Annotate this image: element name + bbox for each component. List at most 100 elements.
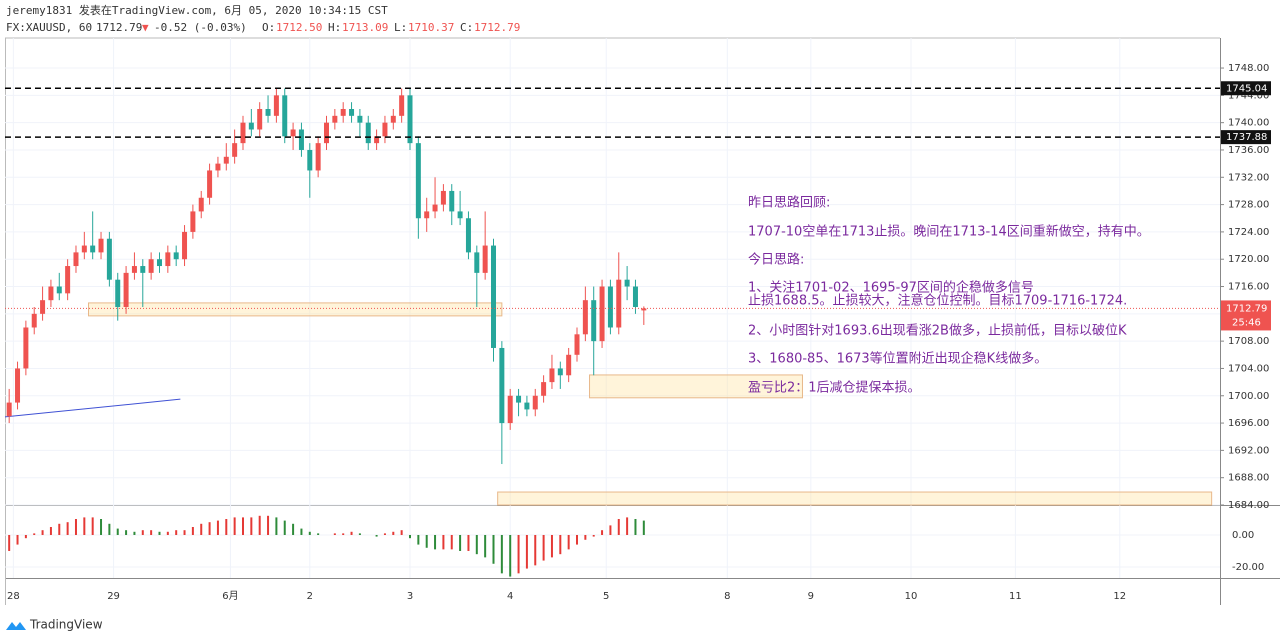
candle-body <box>557 368 563 376</box>
y-tick-label: 1728.00 <box>1228 200 1269 211</box>
candle-body <box>40 300 46 314</box>
ohlc-value: 1710.37 <box>408 21 454 34</box>
x-tick-label: 9 <box>808 591 814 602</box>
candle-body <box>390 115 396 123</box>
candle-body <box>148 259 154 273</box>
ohlc-label: L: <box>394 21 407 34</box>
candle-body <box>223 156 229 164</box>
zone <box>589 374 803 399</box>
change-arrow: ▼ <box>142 21 149 34</box>
candle-body <box>307 149 313 171</box>
x-tick-label: 10 <box>905 591 918 602</box>
candle-body <box>65 266 71 294</box>
candle-body <box>156 259 162 267</box>
y-tick-label: 1708.00 <box>1228 336 1269 347</box>
candle-body <box>248 122 254 130</box>
annotation: 1、关注1701-02、1695-97区间的企稳做多信号 <box>748 280 1034 296</box>
annotation: 止损1688.5。止损较大，注意仓位控制。目标1709-1716-1724. <box>748 293 1127 309</box>
y-tick-label: 1716.00 <box>1228 282 1269 293</box>
candle-body <box>123 272 129 308</box>
last-price: 1712.79 <box>96 21 142 34</box>
candle-body <box>323 122 329 144</box>
y-tick-label: 1704.00 <box>1228 363 1269 374</box>
candle-body <box>315 143 321 171</box>
candle-body <box>98 238 104 253</box>
candle-body <box>340 109 346 116</box>
candle-body <box>465 218 471 253</box>
candle-body <box>198 197 204 212</box>
candle-body <box>607 286 613 328</box>
candle-body <box>440 190 446 205</box>
candle-body <box>591 300 597 342</box>
candle-body <box>31 313 37 328</box>
y-tick-label: 1684.00 <box>1228 500 1269 511</box>
x-tick-label: 8 <box>724 591 730 602</box>
candle-body <box>298 129 304 150</box>
candle-body <box>599 286 605 342</box>
candle-body <box>632 286 638 308</box>
y-tick-label: 1740.00 <box>1228 118 1269 129</box>
annotation: 盈亏比2：1后减仓提保本损。 <box>748 380 921 396</box>
x-tick-label: 6月 <box>222 590 238 602</box>
level-tag <box>1221 81 1271 96</box>
y-tick-label: 1688.00 <box>1228 473 1269 484</box>
level-label: 1737.88 <box>1226 132 1267 143</box>
candle-body <box>507 395 513 424</box>
candle-body <box>56 286 62 294</box>
y-tick-label: 0.00 <box>1232 530 1254 541</box>
candle-body <box>491 245 497 348</box>
candle-body <box>374 136 380 144</box>
candle-body <box>173 252 179 260</box>
candle-body <box>582 300 588 335</box>
brand: TradingView <box>29 618 103 632</box>
x-tick-label: 5 <box>603 591 609 602</box>
level-tag <box>1221 130 1271 145</box>
candle-body <box>449 190 455 212</box>
author-line: jeremy1831 发表在TradingView.com, 6月 05, 20… <box>6 3 388 17</box>
x-tick-label: 12 <box>1113 591 1126 602</box>
candle-body <box>482 245 488 273</box>
candle-body <box>357 115 363 123</box>
candle-body <box>365 122 371 144</box>
zone <box>497 491 1213 506</box>
candle-body <box>457 211 463 219</box>
candle-body <box>232 143 238 157</box>
y-tick-label: 1724.00 <box>1228 227 1269 238</box>
candle-body <box>106 238 112 280</box>
candle-body <box>6 402 12 417</box>
change: -0.52 (-0.03%) <box>154 21 247 34</box>
y-tick-label: 1700.00 <box>1228 391 1269 402</box>
candle-body <box>549 368 555 383</box>
symbol: FX:XAUUSD, 60 <box>6 21 92 34</box>
x-tick-label: 11 <box>1009 591 1022 602</box>
level-label: 1745.04 <box>1226 83 1267 94</box>
brand-logo <box>6 622 26 630</box>
candle-body <box>349 109 355 116</box>
candle-body <box>207 170 213 198</box>
y-tick-label: 1732.00 <box>1228 172 1269 183</box>
ohlc-value: 1712.79 <box>474 21 520 34</box>
y-tick-label: 1692.00 <box>1228 445 1269 456</box>
candle-body <box>190 211 196 232</box>
candle-body <box>90 245 96 253</box>
candle-body <box>474 252 480 273</box>
candle-body <box>240 122 246 144</box>
price-label: 1712.79 <box>1226 303 1267 314</box>
ohlc-value: 1713.09 <box>342 21 388 34</box>
candle-body <box>574 334 580 355</box>
zone <box>88 302 503 317</box>
candle-body <box>48 286 54 301</box>
candle-body <box>532 395 538 410</box>
y-tick-label: 1744.00 <box>1228 90 1269 101</box>
candle-body <box>541 382 547 396</box>
candle-body <box>23 327 29 369</box>
annotation: 1707-10空单在1713止损。晚间在1713-14区间重新做空，持有中。 <box>748 224 1150 240</box>
x-tick-label: 3 <box>407 591 413 602</box>
candle-body <box>265 109 271 116</box>
candle-body <box>399 95 405 116</box>
x-tick-label: 28 <box>7 591 20 602</box>
candle-body <box>81 245 87 253</box>
